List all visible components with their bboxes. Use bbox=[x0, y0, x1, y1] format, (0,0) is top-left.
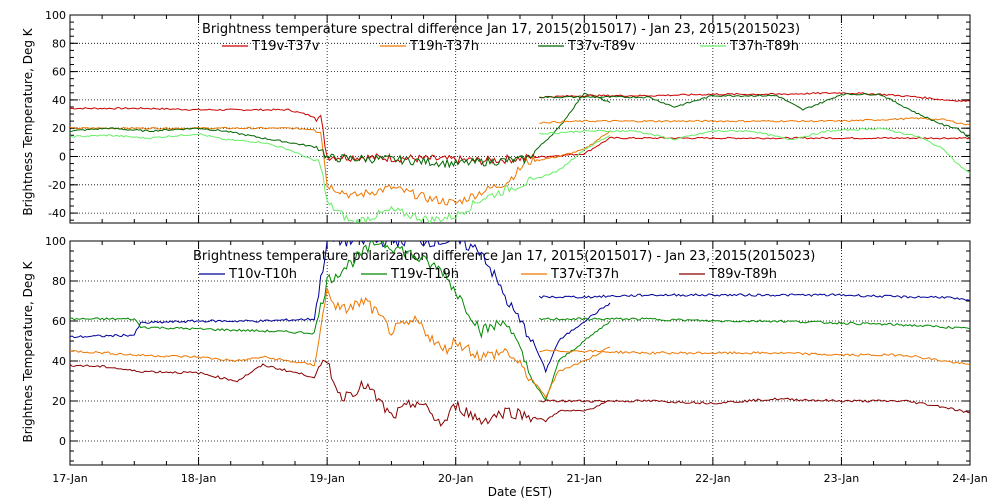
x-tick-label: 23-Jan bbox=[824, 472, 860, 485]
series-line-T37v-T37h bbox=[70, 288, 611, 399]
series-line-T37h-T89h bbox=[70, 133, 611, 223]
x-tick-label: 17-Jan bbox=[52, 472, 88, 485]
y-tick-label: 80 bbox=[52, 37, 66, 50]
y-tick-label: 60 bbox=[52, 315, 66, 328]
series-line-T19v-T19h bbox=[70, 241, 611, 402]
x-tick-label: 22-Jan bbox=[695, 472, 731, 485]
y-tick-label: 40 bbox=[52, 355, 66, 368]
y-tick-label: -40 bbox=[48, 207, 66, 220]
y-tick-label: 0 bbox=[59, 150, 66, 163]
series-line-T89v-T89h bbox=[539, 397, 970, 414]
legend-label: T19h-T37h bbox=[409, 39, 479, 54]
legend-label: T19v-T19h bbox=[390, 267, 459, 282]
y-tick-label: 100 bbox=[45, 235, 66, 248]
x-tick-label: 24-Jan bbox=[952, 472, 988, 485]
series-line-T19v-T19h bbox=[538, 317, 970, 330]
series-line-T37v-T89v bbox=[70, 92, 611, 169]
series-line-T19v-T37v bbox=[539, 91, 970, 102]
y-tick-label: 20 bbox=[52, 395, 66, 408]
panel-spectral-ylabel: Brightness Temperature, Deg K bbox=[21, 27, 35, 215]
plot-area-1: 0 20 40 60 80 100 17-Jan 18-Jan 19-Jan 20-Jan 21-J… bbox=[45, 235, 988, 485]
x-tick-label: 19-Jan bbox=[309, 472, 345, 485]
y-tick-label: 100 bbox=[45, 9, 66, 22]
legend-label: T10v-T10h bbox=[228, 267, 297, 282]
x-axis-label: Date (EST) bbox=[488, 485, 552, 499]
y-tick-label: 0 bbox=[59, 435, 66, 448]
legend-label: T89v-T89h bbox=[708, 267, 777, 282]
series-line-T89v-T89h bbox=[70, 359, 611, 427]
panel-spectral-title: Brightness temperature spectral differen… bbox=[202, 22, 800, 37]
x-tick-label: 18-Jan bbox=[181, 472, 217, 485]
legend-label: T37v-T37h bbox=[550, 267, 619, 282]
y-tick-label: -20 bbox=[48, 179, 66, 192]
series-line-T10v-T10h bbox=[70, 241, 611, 374]
panel-polarization: Brightness temperature polarization diff… bbox=[21, 249, 815, 499]
x-tick-label: 21-Jan bbox=[567, 472, 603, 485]
x-tick-label: 20-Jan bbox=[438, 472, 474, 485]
y-tick-label: 40 bbox=[52, 94, 66, 107]
y-tick-label: 20 bbox=[52, 122, 66, 135]
y-tick-label: 80 bbox=[52, 275, 66, 288]
legend-label: T37h-T89h bbox=[729, 39, 799, 54]
legend-label: T37v-T89v bbox=[567, 39, 636, 54]
plot-frame bbox=[69, 14, 971, 224]
series-line-T10v-T10h bbox=[538, 293, 970, 302]
series-line-T19h-T37h bbox=[70, 126, 611, 206]
panel-polarization-title: Brightness temperature polarization diff… bbox=[193, 249, 815, 264]
series-line-T37v-T37h bbox=[539, 349, 970, 366]
series-line-T19h-T37h bbox=[539, 117, 970, 126]
panel-polarization-ylabel: Brightnes Temperature, Deg K bbox=[21, 260, 35, 442]
plot-area-0: -40 -20 0 20 40 60 80 100 T19v-T37v T19h-T37h T37v… bbox=[45, 9, 971, 224]
series-line-T37h-T89h bbox=[539, 127, 970, 174]
series-line-T37v-T89v bbox=[539, 92, 970, 139]
panel-spectral: Brightness temperature spectral differen… bbox=[21, 22, 800, 216]
y-tick-label: 60 bbox=[52, 66, 66, 79]
series-line-T19v-T37v bbox=[70, 107, 970, 166]
legend-label: T19v-T37v bbox=[251, 39, 320, 54]
